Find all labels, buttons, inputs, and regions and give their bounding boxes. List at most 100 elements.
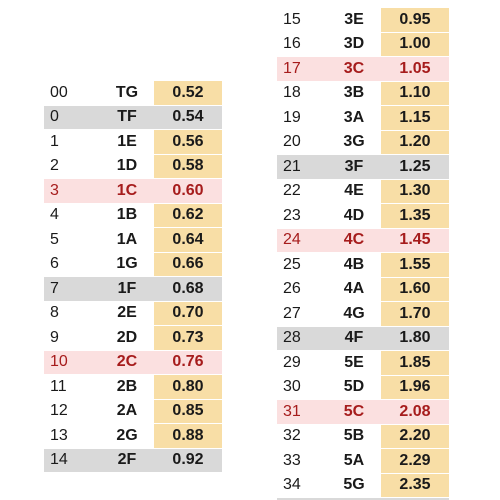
row-index: 0	[50, 108, 59, 126]
row-code: 1B	[116, 206, 138, 224]
table-row: 34 5G 2.35	[277, 473, 449, 498]
table-row: 16 3D 1.00	[277, 32, 449, 57]
row-index: 7	[50, 279, 59, 297]
table-row: 11 2B 0.80	[44, 375, 222, 400]
row-code: 3D	[343, 35, 365, 53]
row-code: 4E	[344, 182, 364, 200]
table-row: 29 5E 1.85	[277, 351, 449, 376]
row-value: 0.70	[154, 301, 222, 325]
row-code: 4C	[343, 231, 365, 249]
row-code: 1A	[116, 230, 138, 248]
row-value: 1.45	[381, 228, 449, 252]
table-row: 32 5B 2.20	[277, 424, 449, 449]
table-row: 24 4C 1.45	[277, 228, 449, 253]
row-code: 5G	[343, 476, 365, 494]
row-code: 3F	[344, 157, 364, 175]
table-row: 14 2F 0.92	[44, 448, 222, 473]
row-index: 29	[283, 353, 301, 371]
row-index: 31	[283, 402, 301, 420]
row-code: 1D	[116, 157, 138, 175]
row-index: 32	[283, 427, 301, 445]
row-code: 2G	[116, 426, 138, 444]
row-code: 1G	[116, 255, 138, 273]
row-index: 20	[283, 133, 301, 151]
table-row: 4 1B 0.62	[44, 203, 222, 228]
row-index: 22	[283, 182, 301, 200]
row-index: 19	[283, 108, 301, 126]
table-row: 23 4D 1.35	[277, 204, 449, 229]
row-value: 1.70	[381, 302, 449, 326]
row-value: 0.60	[154, 179, 222, 203]
row-value: 1.10	[381, 81, 449, 105]
row-code: 5C	[343, 402, 365, 420]
row-index: 23	[283, 206, 301, 224]
row-index: 10	[50, 353, 68, 371]
table-row: 20 3G 1.20	[277, 130, 449, 155]
table-row: 15 3E 0.95	[277, 8, 449, 33]
row-value: 1.25	[381, 155, 449, 179]
row-index: 28	[283, 329, 301, 347]
table-row: 22 4E 1.30	[277, 179, 449, 204]
row-code: 4A	[343, 280, 365, 298]
row-index: 18	[283, 84, 301, 102]
row-value: 1.30	[381, 179, 449, 203]
row-value: 1.96	[381, 375, 449, 399]
row-code: 4D	[343, 206, 365, 224]
row-code: 5B	[343, 427, 365, 445]
table-row: 30 5D 1.96	[277, 375, 449, 400]
row-value: 0.95	[381, 8, 449, 32]
row-value: 2.35	[381, 473, 449, 497]
table-row: 26 4A 1.60	[277, 277, 449, 302]
table-row: 17 3C 1.05	[277, 57, 449, 82]
table-row: 13 2G 0.88	[44, 424, 222, 449]
row-index: 1	[50, 132, 59, 150]
row-value: 0.52	[154, 81, 222, 105]
row-code: 5A	[343, 451, 365, 469]
row-value: 1.60	[381, 277, 449, 301]
row-value: 0.66	[154, 252, 222, 276]
row-value: 0.76	[154, 350, 222, 374]
row-index: 33	[283, 451, 301, 469]
row-code: 3E	[344, 10, 364, 28]
row-code: 1C	[116, 181, 138, 199]
row-index: 6	[50, 255, 59, 273]
row-code: TF	[117, 108, 137, 126]
row-index: 30	[283, 378, 301, 396]
row-value: 1.05	[381, 57, 449, 81]
row-value: 1.55	[381, 253, 449, 277]
row-index: 4	[50, 206, 59, 224]
row-index: 14	[50, 451, 68, 469]
table-row: 5 1A 0.64	[44, 228, 222, 253]
table-row: 18 3B 1.10	[277, 81, 449, 106]
row-value: 0.88	[154, 424, 222, 448]
table-row: 12 2A 0.85	[44, 399, 222, 424]
row-value: 2.08	[381, 400, 449, 424]
table-row: 10 2C 0.76	[44, 350, 222, 375]
table-row: 0 TF 0.54	[44, 105, 222, 130]
row-value: 1.00	[381, 32, 449, 56]
row-value: 0.92	[154, 448, 222, 472]
row-code: 2F	[117, 451, 137, 469]
row-index: 17	[283, 59, 301, 77]
table-row: 00 TG 0.52	[44, 81, 222, 106]
table-row: 27 4G 1.70	[277, 302, 449, 327]
row-value: 1.80	[381, 326, 449, 350]
row-value: 0.58	[154, 154, 222, 178]
row-code: 2C	[116, 353, 138, 371]
table-row: 7 1F 0.68	[44, 277, 222, 302]
row-index: 2	[50, 157, 59, 175]
row-code: 5E	[344, 353, 364, 371]
row-index: 21	[283, 157, 301, 175]
row-index: 11	[50, 377, 67, 395]
row-index: 9	[50, 328, 59, 346]
right-value-table: 15 3E 0.95 16 3D 1.00 17 3C 1.05 18 3B 1.10 19 3A 1.15…	[277, 8, 449, 500]
table-row: 355F2.50	[277, 498, 449, 500]
table-row: 8 2E 0.70	[44, 301, 222, 326]
row-value: 2.50	[381, 498, 449, 500]
row-value: 2.20	[381, 424, 449, 448]
row-code: 3A	[343, 108, 365, 126]
row-value: 1.20	[381, 130, 449, 154]
row-code: 4B	[343, 255, 365, 273]
row-value: 1.35	[381, 204, 449, 228]
row-value: 1.85	[381, 351, 449, 375]
